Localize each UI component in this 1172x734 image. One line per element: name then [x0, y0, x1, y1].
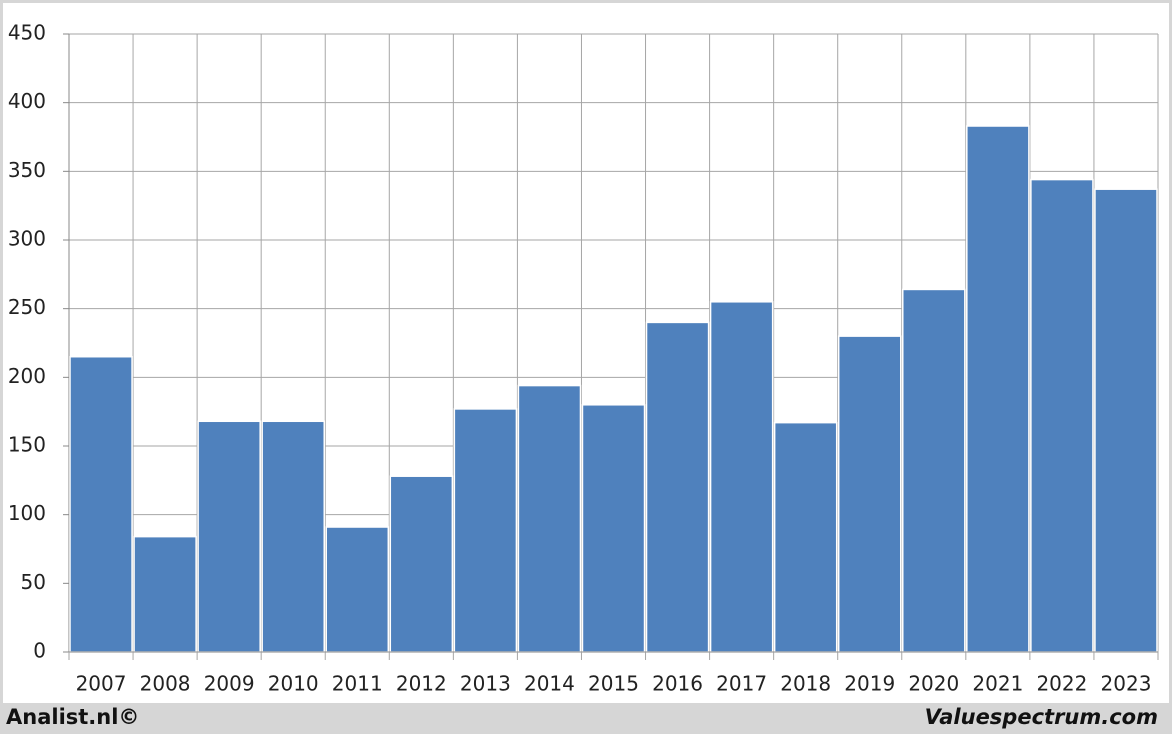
bar: [1094, 188, 1158, 653]
x-tick-label: 2015: [588, 672, 639, 696]
x-tick-label: 2022: [1036, 672, 1087, 696]
x-tick-label: 2020: [908, 672, 959, 696]
y-tick-label: 200: [8, 364, 46, 388]
bar: [261, 420, 325, 653]
bar: [773, 421, 838, 653]
x-tick-label: 2009: [204, 672, 255, 696]
bar: [453, 408, 518, 653]
x-tick-label: 2007: [76, 672, 127, 696]
y-tick-label: 100: [8, 501, 46, 525]
bar: [325, 526, 390, 653]
x-tick-label: 2017: [716, 672, 767, 696]
y-tick-label: 400: [8, 89, 46, 113]
x-tick-label: 2023: [1101, 672, 1152, 696]
bar: [709, 301, 774, 653]
bar: [1030, 178, 1094, 653]
x-tick-label: 2019: [844, 672, 895, 696]
y-tick-label: 250: [8, 295, 46, 319]
x-tick-label: 2018: [780, 672, 831, 696]
x-tick-label: 2008: [140, 672, 191, 696]
bar: [197, 420, 261, 653]
bar: [69, 355, 133, 653]
y-tick-label: 350: [8, 158, 46, 182]
bar: [517, 384, 582, 653]
bar: [837, 335, 902, 653]
y-tick-label: 50: [21, 570, 46, 594]
bar: [645, 321, 710, 653]
bar: [902, 288, 966, 653]
bar: [966, 125, 1030, 653]
bar: [133, 535, 197, 653]
x-tick-label: 2021: [972, 672, 1023, 696]
footer-left: Analist.nl©: [6, 705, 139, 729]
footer-right: Valuespectrum.com: [925, 705, 1158, 729]
x-tick-label: 2013: [460, 672, 511, 696]
y-tick-label: 0: [33, 639, 46, 663]
x-tick-label: 2011: [332, 672, 383, 696]
x-tick-label: 2010: [268, 672, 319, 696]
x-tick-label: 2014: [524, 672, 575, 696]
bar: [389, 475, 454, 653]
x-tick-label: 2012: [396, 672, 447, 696]
x-tick-label: 2016: [652, 672, 703, 696]
y-tick-label: 150: [8, 433, 46, 457]
y-tick-label: 300: [8, 227, 46, 251]
y-tick-label: 450: [8, 21, 46, 45]
bar: [581, 404, 646, 653]
